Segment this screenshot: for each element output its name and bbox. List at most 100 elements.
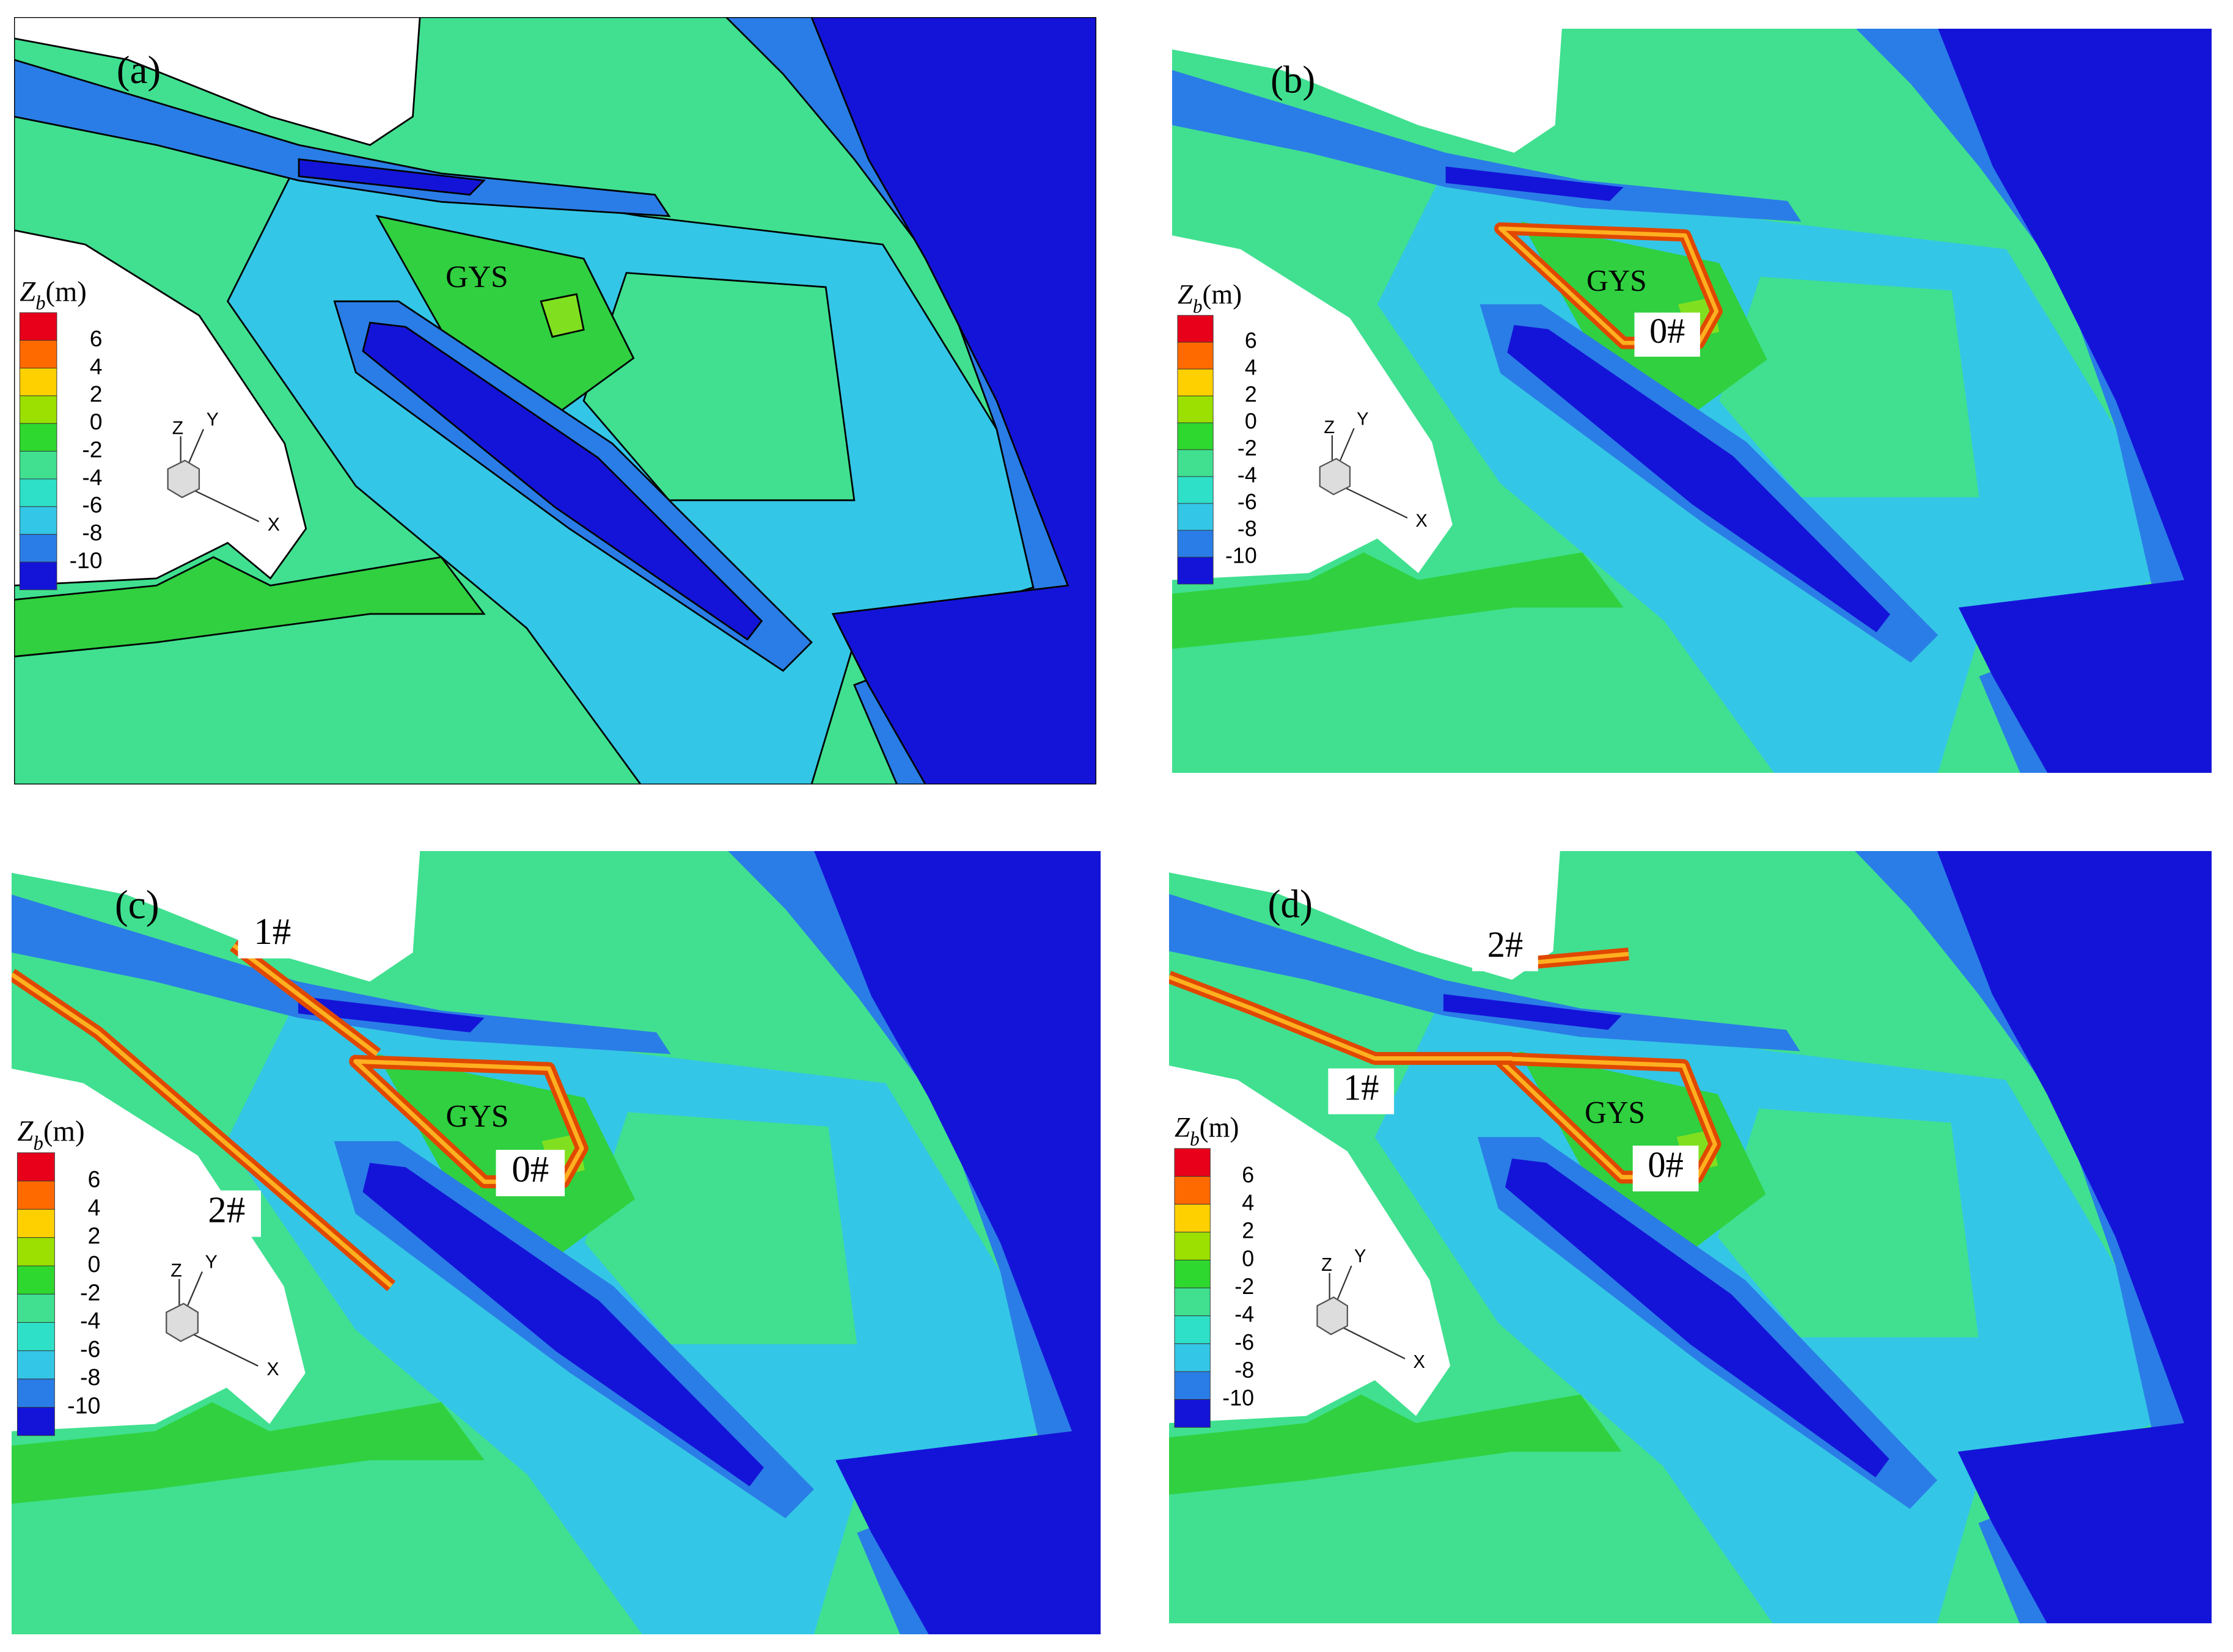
structure-label: 2# <box>1487 924 1523 965</box>
legend-title-part: (m) <box>1200 1111 1239 1142</box>
legend-title-part: b <box>33 1133 43 1155</box>
axis-x <box>1336 483 1408 519</box>
legend-swatch <box>1177 315 1214 343</box>
legend-swatch <box>19 451 57 480</box>
legend-swatch <box>1177 342 1214 370</box>
legend-tick: -4 <box>80 1307 100 1333</box>
breakwater-crest <box>1532 952 1629 965</box>
breakwater-crest <box>232 943 379 1056</box>
panel-label: (b) <box>1270 58 1315 101</box>
legend-swatch <box>1174 1259 1211 1288</box>
legend-tick: 6 <box>1245 328 1257 353</box>
axis-z-label: Z <box>1321 1254 1332 1275</box>
legend-title-part: b <box>35 293 45 315</box>
legend-title-part: b <box>1190 1128 1200 1150</box>
axis-y-label: Y <box>1354 1246 1366 1266</box>
legend-tick: 4 <box>90 353 103 379</box>
label-box <box>1632 1146 1699 1192</box>
island-label: GYS <box>446 1099 508 1134</box>
label-box <box>192 1190 261 1237</box>
structure-label: 0# <box>512 1149 549 1190</box>
legend-swatch <box>19 561 57 590</box>
legend-title: Zb(m) <box>1178 279 1242 317</box>
legend-swatch <box>16 1237 55 1266</box>
legend-tick: 0 <box>88 1251 101 1277</box>
legend-swatch <box>16 1293 55 1323</box>
legend-swatch <box>16 1180 55 1210</box>
legend-title-part: (m) <box>43 1116 85 1147</box>
legend-tick: -10 <box>1222 1385 1254 1411</box>
legend-swatch <box>1174 1148 1211 1177</box>
legend-swatch <box>16 1350 55 1380</box>
breakwater-crest <box>12 972 393 1288</box>
structure-label: 0# <box>1648 1144 1683 1185</box>
legend-title: Zb(m) <box>1175 1111 1239 1150</box>
legend-tick: -8 <box>1238 516 1257 541</box>
panel-label: (d) <box>1268 882 1313 926</box>
legend-tick: 6 <box>88 1166 101 1192</box>
breakwater-crest <box>353 1059 584 1184</box>
axis-x <box>185 485 260 522</box>
axis-x <box>183 1329 258 1367</box>
legend-tick: -8 <box>80 1364 100 1390</box>
legend-swatch <box>1174 1232 1211 1260</box>
legend-swatch <box>1174 1176 1211 1205</box>
legend-tick: 6 <box>90 326 103 351</box>
structure-label: 0# <box>1649 311 1685 351</box>
panel-label: (c) <box>115 883 160 927</box>
legend-swatch <box>1177 395 1214 423</box>
bathymetry <box>1169 851 2212 1623</box>
legend-swatch <box>1177 503 1214 531</box>
axis-x-label: X <box>1414 1351 1426 1372</box>
label-box <box>1634 312 1700 357</box>
axis-x-label: X <box>1415 511 1427 531</box>
bathymetry <box>1172 29 2212 773</box>
axis-cube <box>1319 458 1351 495</box>
axis-x <box>1333 1322 1406 1360</box>
axis-y-label: Y <box>207 410 219 430</box>
axis-cube <box>1316 1296 1348 1336</box>
structure-label: 1# <box>254 911 291 952</box>
breakwater-crest <box>1496 1056 1717 1180</box>
legend-title-part: (m) <box>1202 279 1242 310</box>
legend-tick: -10 <box>70 547 103 573</box>
legend-swatch <box>19 395 57 424</box>
axis-cube <box>167 459 200 499</box>
island-label: GYS <box>446 260 508 294</box>
legend-tick: 2 <box>90 381 103 407</box>
legend-swatch <box>1174 1287 1211 1317</box>
legend-tick: 2 <box>88 1223 101 1249</box>
legend-swatch <box>19 312 57 341</box>
legend-swatch <box>1177 476 1214 504</box>
legend-tick: -2 <box>80 1279 100 1305</box>
legend-title-part: Z <box>17 1116 34 1147</box>
axis-cube <box>166 1303 199 1342</box>
legend-title-part: Z <box>1175 1111 1190 1142</box>
legend-swatch <box>1174 1399 1211 1428</box>
legend-tick: -6 <box>1238 489 1257 514</box>
legend-tick: 2 <box>1242 1218 1254 1243</box>
legend-tick: 0 <box>90 409 103 434</box>
legend-title-part: (m) <box>46 276 87 307</box>
axis-z-label: Z <box>170 1260 182 1281</box>
map-panel: 0# 1# 2# GYS (c) Zb(m)64 20-2-4 -6-8-10 X Y Z <box>12 851 1101 1634</box>
legend-tick: -6 <box>82 492 102 517</box>
legend-tick: 6 <box>1242 1162 1254 1188</box>
legend-tick: -4 <box>1234 1301 1254 1327</box>
legend-swatch <box>16 1322 55 1351</box>
legend-tick: -8 <box>1234 1357 1254 1383</box>
island-label: GYS <box>1585 1095 1645 1130</box>
structure-label: 1# <box>1343 1067 1379 1108</box>
legend-tick: -10 <box>67 1392 100 1418</box>
legend-swatch <box>16 1406 55 1436</box>
legend-swatch <box>1174 1204 1211 1233</box>
legend-tick: 4 <box>1242 1190 1254 1215</box>
legend-title-part: Z <box>20 276 36 307</box>
legend-tick: 4 <box>88 1194 101 1220</box>
legend-tick: -6 <box>1234 1329 1254 1355</box>
legend-swatch <box>1177 530 1214 558</box>
legend-swatch <box>19 340 57 368</box>
